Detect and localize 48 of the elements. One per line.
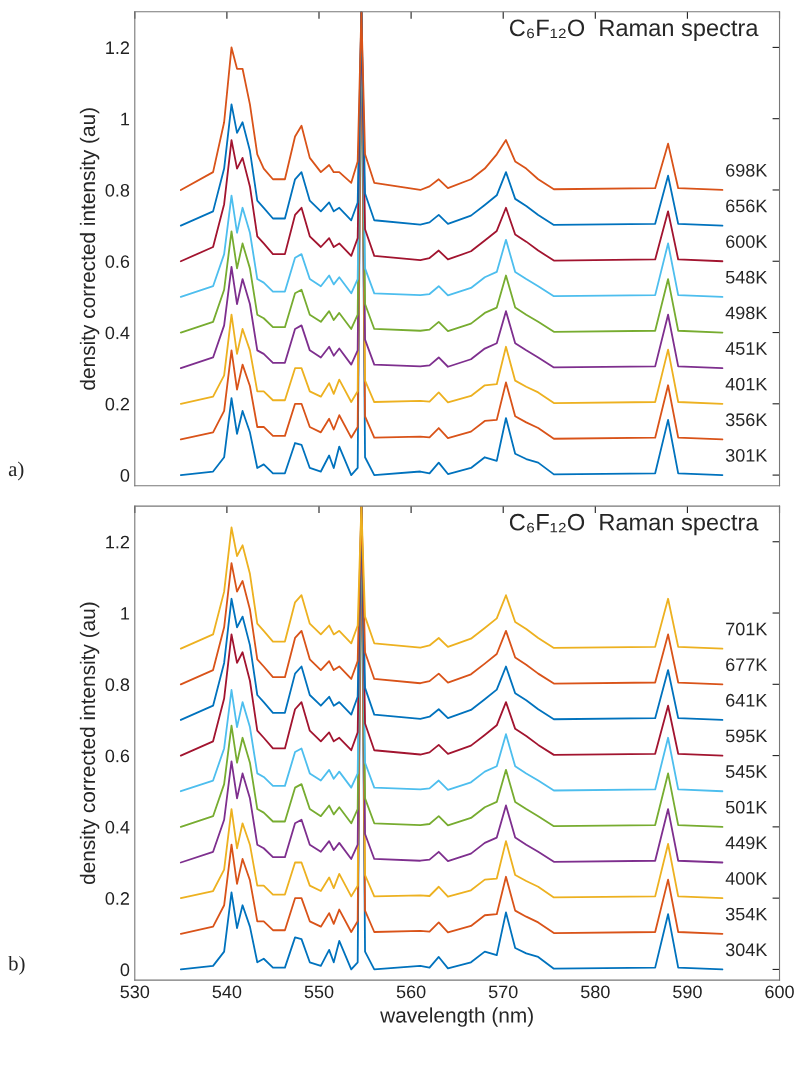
series-label: 304K <box>725 943 768 957</box>
series-label: 354K <box>725 907 768 921</box>
x-tick-label: 570 <box>488 985 518 999</box>
x-tick-label: 550 <box>304 985 334 999</box>
series-label: 451K <box>725 342 768 355</box>
x-tick-label: 530 <box>120 985 150 999</box>
series-label: 498K <box>725 306 768 320</box>
y-tick-label: 0.2 <box>105 892 130 905</box>
y-tick-label: 0 <box>120 963 130 977</box>
x-tick-label: 540 <box>212 985 242 999</box>
chart-title: C₆F₁₂O Raman spectra <box>509 513 759 536</box>
y-tick-label: 0.6 <box>105 749 130 763</box>
y-axis-title: density corrected intensity (au) <box>79 108 100 390</box>
y-tick-label: 0.2 <box>105 397 130 411</box>
series-label: 545K <box>725 765 768 778</box>
series-label: 401K <box>725 377 768 391</box>
y-tick-label: 0.8 <box>105 678 130 692</box>
text: a) <box>8 461 24 481</box>
y-tick-label: 0.8 <box>105 183 130 197</box>
series-label: 641K <box>726 693 768 707</box>
series-label: 701K <box>726 622 768 636</box>
series-label: 356K <box>725 413 768 427</box>
series-label: 400K <box>725 872 768 885</box>
series-label: 548K <box>725 270 768 284</box>
x-tick-label: 580 <box>580 985 610 999</box>
x-axis-title: wavelength (nm) <box>380 1007 533 1027</box>
series-label: 677K <box>726 658 768 672</box>
series-label: 301K <box>725 449 768 462</box>
y-tick-label: 1.2 <box>106 41 130 54</box>
series-label: 600K <box>726 235 768 248</box>
series-label: 656K <box>726 199 768 213</box>
series-label: 501K <box>725 800 768 814</box>
y-tick-label: 1 <box>121 607 130 620</box>
y-tick-label: 1.2 <box>106 535 130 549</box>
series-label: 449K <box>725 836 768 850</box>
y-tick-label: 0 <box>120 469 130 482</box>
chart-title: C₆F₁₂O Raman spectra <box>509 19 759 41</box>
y-tick-label: 0.6 <box>105 255 130 268</box>
y-axis-title: density corrected intensity (au) <box>79 602 100 885</box>
series-label: 595K <box>725 729 768 743</box>
series-label: 698K <box>726 163 768 177</box>
x-tick-label: 590 <box>673 985 702 999</box>
y-tick-label: 0.4 <box>105 326 130 340</box>
text: b) <box>8 955 25 975</box>
y-tick-label: 1 <box>121 112 130 126</box>
x-tick-label: 600 <box>765 985 794 999</box>
x-tick-label: 560 <box>396 985 426 999</box>
y-tick-label: 0.4 <box>105 820 130 834</box>
